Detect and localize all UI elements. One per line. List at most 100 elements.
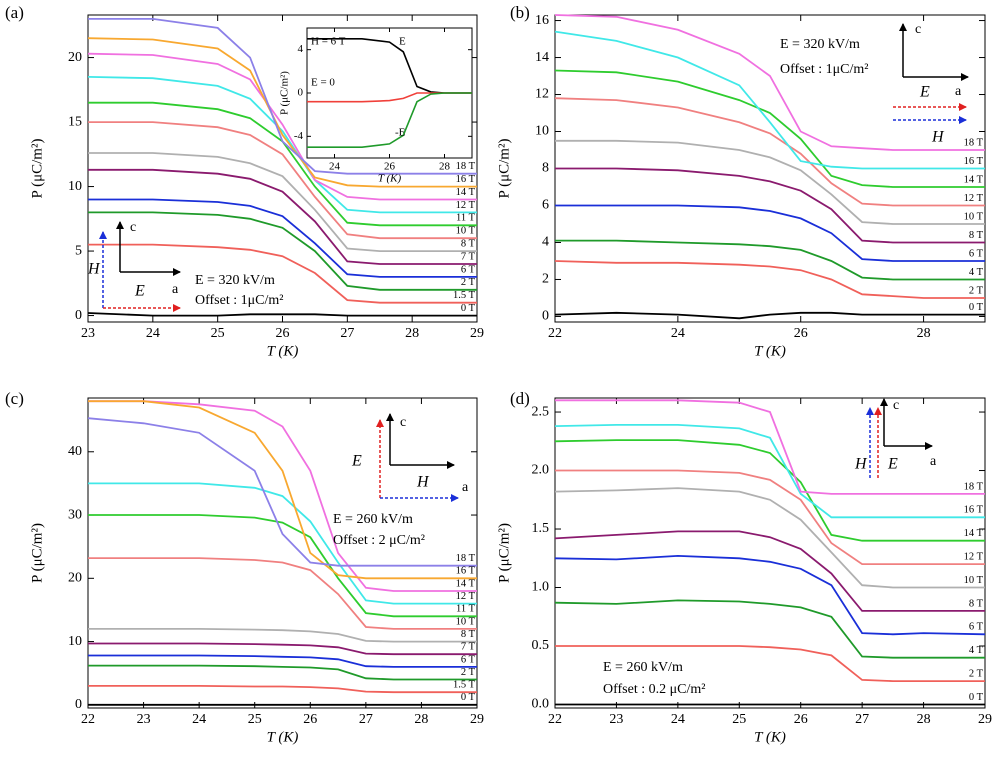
annotation: a: [462, 480, 469, 495]
x-tick-label: 29: [470, 326, 484, 341]
series-label: 12 T: [456, 591, 476, 602]
annotation: a: [172, 282, 179, 297]
series-line: [88, 482, 477, 605]
series-label: 4 T: [969, 267, 984, 278]
annotation: E = 320 kV/m: [780, 37, 860, 52]
series-line: [554, 599, 985, 659]
x-tick-label: 25: [732, 712, 746, 727]
annotation: E: [919, 84, 930, 101]
annotation: a: [955, 84, 962, 99]
x-tick-label: 26: [276, 326, 290, 341]
x-tick-label: 28: [405, 326, 419, 341]
x-tick-label: 25: [248, 712, 262, 727]
x-tick-label: 23: [81, 326, 95, 341]
y-tick-label: 0: [75, 697, 82, 712]
series-line: [554, 554, 986, 636]
series-label: 1.5 T: [453, 680, 476, 691]
series-label: 7 T: [461, 642, 476, 653]
x-tick-label: 24: [671, 712, 685, 727]
annotation: H: [416, 474, 430, 491]
x-tick-label: 24: [671, 326, 685, 341]
y-tick-label: 1.5: [532, 521, 550, 536]
series-label: 2 T: [969, 285, 984, 296]
x-tick-label: 26: [303, 712, 317, 727]
x-tick-label: 27: [340, 326, 354, 341]
series-label: 1.5 T: [453, 290, 476, 301]
series-line: [555, 139, 985, 225]
series-label: 18 T: [964, 481, 984, 492]
series-label: 14 T: [456, 187, 476, 198]
series-line: [88, 243, 477, 304]
series-line: [88, 685, 477, 694]
series-label: 16 T: [456, 174, 476, 185]
series-line: [87, 417, 477, 567]
x-tick-label: 28: [439, 161, 451, 173]
x-tick-label: 23: [137, 712, 151, 727]
series-line: [88, 198, 477, 278]
y-tick-label: 30: [68, 507, 82, 522]
series-line: [554, 260, 985, 299]
annotation: c: [915, 22, 921, 37]
series-label: 2 T: [969, 669, 984, 680]
series-line: [555, 469, 985, 565]
series-label: 11 T: [456, 604, 476, 615]
series-label: 8 T: [461, 629, 476, 640]
y-axis-label: P (μC/m²): [29, 139, 45, 199]
panel-label: (b): [510, 3, 530, 22]
x-axis-label: T (K): [754, 729, 786, 745]
y-tick-label: 0: [75, 308, 82, 323]
y-tick-label: 10: [68, 634, 82, 649]
inset-series-label: -E: [395, 127, 406, 139]
series-label: 16 T: [964, 505, 984, 516]
y-tick-label: 8: [542, 161, 549, 176]
x-tick-label: 28: [917, 326, 931, 341]
annotation: E: [134, 283, 145, 300]
series-label: 8 T: [461, 238, 476, 249]
series-label: 18 T: [964, 137, 984, 148]
annotation: E = 260 kV/m: [603, 660, 683, 675]
series-label: 16 T: [456, 566, 476, 577]
x-tick-label: 22: [548, 326, 562, 341]
x-axis-label: T (K): [267, 729, 299, 745]
y-tick-label: 12: [535, 87, 549, 102]
annotation: H: [854, 456, 868, 473]
series-line: [554, 530, 985, 612]
series-label: 0 T: [969, 302, 984, 313]
x-tick-label: 26: [794, 712, 808, 727]
series-label: 10 T: [964, 211, 984, 222]
series-label: 14 T: [456, 578, 476, 589]
series-line: [88, 400, 477, 580]
series-label: 12 T: [964, 193, 984, 204]
y-tick-label: 10: [535, 124, 549, 139]
x-axis-label: T (K): [754, 343, 786, 359]
annotation: H: [87, 261, 101, 278]
inset-x-label: T (K): [378, 173, 402, 185]
series-line: [88, 628, 477, 643]
series-label: 10 T: [456, 616, 476, 627]
series-label: 7 T: [461, 251, 476, 262]
annotation: E: [887, 456, 898, 473]
y-tick-label: 4: [542, 235, 549, 250]
y-tick-label: 20: [68, 571, 82, 586]
series-line: [88, 101, 477, 227]
y-tick-label: 40: [68, 444, 82, 459]
series-label: 18 T: [456, 553, 476, 564]
x-tick-label: 26: [384, 161, 396, 173]
y-tick-label: 4: [298, 43, 304, 55]
series-label: 11 T: [456, 213, 476, 224]
y-tick-label: 2.5: [532, 404, 550, 419]
y-tick-label: 15: [68, 114, 82, 129]
series-line: [554, 97, 985, 207]
y-tick-label: 0.5: [532, 638, 550, 653]
series-line: [307, 92, 472, 148]
plot-frame: [87, 397, 478, 709]
inset-series-label: E = 0: [311, 77, 335, 89]
inset-annotation: H = 6 T: [311, 36, 346, 48]
series-line: [88, 211, 477, 291]
series-line: [88, 400, 477, 592]
y-tick-label: 20: [68, 50, 82, 65]
annotation: E: [351, 453, 362, 470]
series-label: 8 T: [969, 230, 984, 241]
panel-label: (c): [5, 389, 24, 408]
